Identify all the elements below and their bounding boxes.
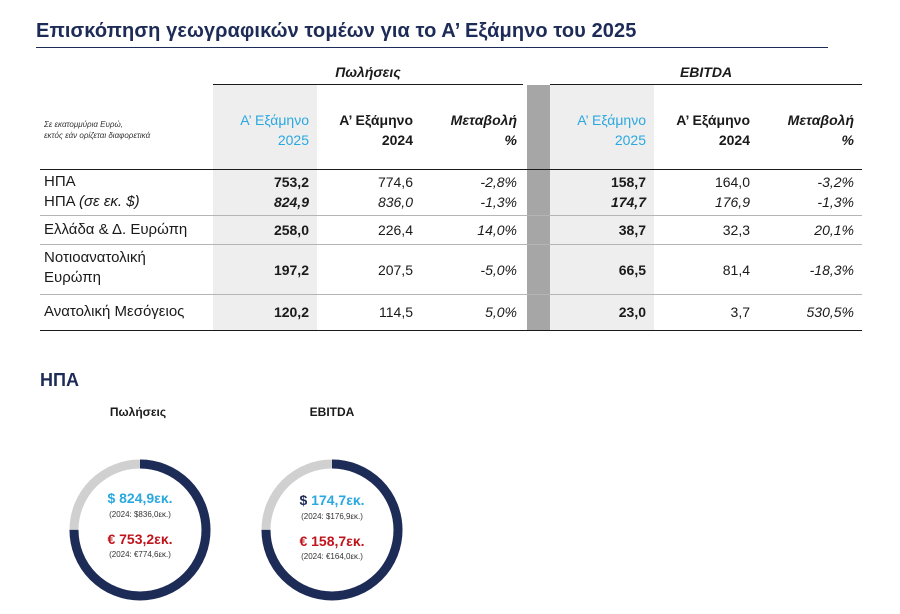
cell-sales-2024: 226,4: [377, 222, 413, 238]
col-sales-change: Μεταβολή%: [450, 112, 517, 148]
cell-ebitda-change: 530,5%: [806, 304, 854, 320]
donut-sales-arc: [69, 459, 211, 601]
donut-ebitda-title: EBITDA: [309, 405, 355, 419]
units-note: Σε εκατομμύρια Ευρώ, εκτός εάν ορίζεται …: [44, 120, 151, 140]
cell-ebitda-2025: 23,0: [618, 304, 646, 320]
cell-ebitda-change: -1,3%: [817, 194, 854, 210]
cell-ebitda-change: -18,3%: [809, 262, 854, 278]
sales-usd-value: $ 824,9εκ.: [107, 490, 173, 506]
cell-sales-change: -5,0%: [480, 262, 517, 278]
header-rule: [40, 169, 862, 170]
cell-sales-2024: 114,5: [379, 304, 413, 320]
cell-ebitda-2025: 158,7: [610, 174, 646, 190]
table-bottom-rule: [40, 330, 862, 331]
cell-sales-2025: 753,2: [273, 174, 309, 190]
cell-sales-2025: 824,9: [273, 194, 309, 210]
row-label-greece-w-europe: Ελλάδα & Δ. Ευρώπη: [44, 221, 188, 238]
group-ebitda-header: EBITDA: [679, 64, 733, 80]
cell-ebitda-2024: 176,9: [714, 194, 750, 210]
row-label-usa: ΗΠΑ: [44, 173, 76, 190]
donut-ebitda-arc: [261, 459, 403, 601]
cell-sales-change: 14,0%: [477, 222, 517, 238]
row-rule: [40, 215, 862, 216]
ebitda-usd-value: $ 174,7εκ.: [299, 492, 365, 508]
cell-sales-change: -2,8%: [480, 174, 517, 190]
donut-ebitda-ring: [261, 459, 403, 601]
page-title: Επισκόπηση γεωγραφικών τομέων για το Α’ …: [36, 20, 637, 42]
cell-sales-2025: 120,2: [273, 304, 309, 320]
col-sales-h1-2024: Α’ Εξάμηνο 2024: [339, 112, 413, 148]
sales-2025-shade: [213, 85, 317, 331]
donut-sales-title: Πωλήσεις: [109, 405, 167, 419]
group-sales-header: Πωλήσεις: [335, 64, 401, 80]
row-label-se-europe: Νοτιοανατολική Ευρώπη: [44, 249, 146, 286]
col-ebitda-change: Μεταβολή%: [787, 112, 854, 148]
cell-ebitda-2025: 38,7: [618, 222, 646, 238]
sales-usd-prev: (2024: $836,0εκ.): [109, 510, 171, 519]
cell-sales-change: 5,0%: [485, 304, 517, 320]
donut-sales-ring: [69, 459, 211, 601]
cell-ebitda-2024: 3,7: [730, 304, 750, 320]
cell-ebitda-2025: 66,5: [618, 262, 646, 278]
cell-sales-change: -1,3%: [480, 194, 517, 210]
group-ebitda-rule: [550, 84, 862, 85]
cell-ebitda-2024: 32,3: [722, 222, 750, 238]
cell-sales-2025: 258,0: [273, 222, 309, 238]
row-rule: [40, 244, 862, 245]
cell-sales-2024: 207,5: [377, 262, 413, 278]
cell-ebitda-change: -3,2%: [817, 174, 854, 190]
group-separator: [527, 85, 550, 331]
group-sales-rule: [213, 84, 523, 85]
row-label-usa-usd: ΗΠΑ (σε εκ. $): [44, 193, 140, 210]
cell-ebitda-change: 20,1%: [814, 222, 854, 238]
col-ebitda-h1-2025: Α’ Εξάμηνο 2025: [577, 112, 646, 148]
row-rule: [40, 294, 862, 295]
ebitda-2025-shade: [550, 85, 654, 331]
cell-sales-2024: 774,6: [377, 174, 413, 190]
cell-ebitda-2024: 81,4: [722, 262, 750, 278]
sales-eur-prev: (2024: €774,6εκ.): [109, 550, 171, 559]
col-sales-h1-2025: Α’ Εξάμηνο 2025: [240, 112, 309, 148]
cell-ebitda-2024: 164,0: [714, 174, 750, 190]
cell-ebitda-2025: 174,7: [610, 194, 646, 210]
usa-section-title: ΗΠΑ: [40, 370, 79, 390]
ebitda-eur-value: € 158,7εκ.: [299, 533, 365, 549]
donut-ebitda-text: $ 174,7εκ. (2024: $176,9εκ.) € 158,7εκ. …: [262, 492, 402, 561]
sales-eur-value: € 753,2εκ.: [107, 531, 173, 547]
title-underline: [36, 47, 828, 48]
donut-sales-text: $ 824,9εκ. (2024: $836,0εκ.) € 753,2εκ. …: [70, 490, 210, 559]
cell-sales-2024: 836,0: [377, 194, 413, 210]
ebitda-usd-prev: (2024: $176,9εκ.): [301, 512, 363, 521]
cell-sales-2025: 197,2: [273, 262, 309, 278]
ebitda-eur-prev: (2024: €164,0εκ.): [301, 552, 363, 561]
row-label-eastern-mediterranean: Ανατολική Μεσόγειος: [44, 303, 185, 320]
col-ebitda-h1-2024: Α’ Εξάμηνο 2024: [676, 112, 750, 148]
